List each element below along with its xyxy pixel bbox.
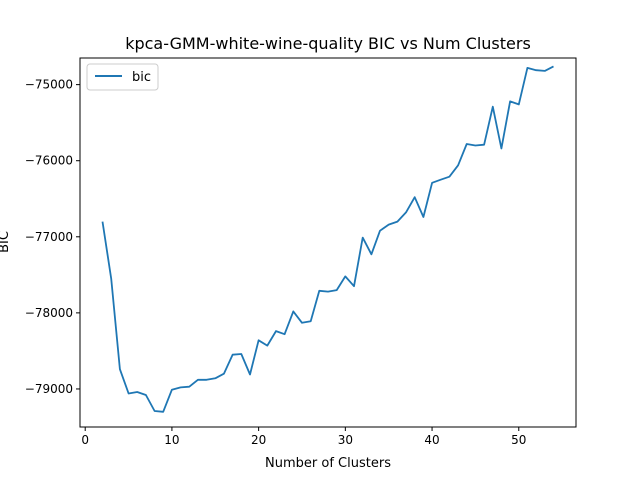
y-axis-label: BIC	[0, 231, 12, 253]
legend: bic	[86, 63, 159, 91]
x-tick-label: 10	[164, 433, 179, 447]
y-tick-label: −77000	[25, 230, 73, 244]
legend-box	[86, 63, 159, 91]
y-tick-label: −79000	[25, 382, 73, 396]
series-line-bic	[101, 65, 554, 413]
y-tick-label: −78000	[25, 306, 73, 320]
x-tick-label: 20	[251, 433, 266, 447]
plot-frame	[79, 57, 577, 428]
x-tick-label: 40	[424, 433, 439, 447]
x-tick-label: 0	[81, 433, 89, 447]
chart-title: kpca-GMM-white-wine-quality BIC vs Num C…	[125, 34, 531, 53]
y-axis-ticks: −79000 −78000 −77000 −76000 −75000	[25, 78, 80, 396]
x-tick-label: 50	[511, 433, 526, 447]
plot-series	[101, 65, 554, 413]
legend-label-bic: bic	[132, 70, 151, 85]
y-tick-label: −76000	[25, 154, 73, 168]
x-tick-label: 30	[338, 433, 353, 447]
x-axis-ticks: 0 10 20 30 40 50	[81, 427, 526, 447]
y-tick-label: −75000	[25, 78, 73, 92]
x-axis-label: Number of Clusters	[265, 456, 391, 471]
